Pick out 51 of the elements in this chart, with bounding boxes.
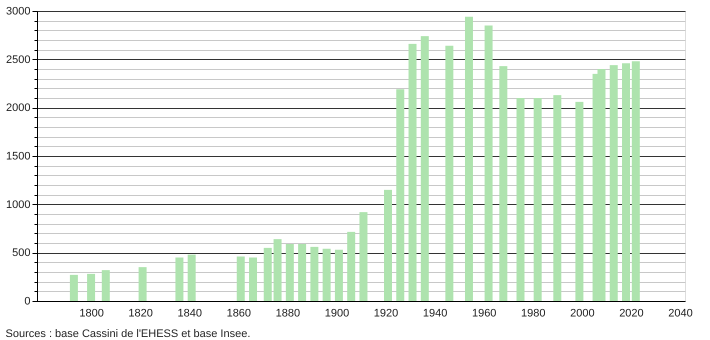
bar [632,61,640,301]
bar [553,95,562,301]
x-tick-label: 1880 [276,308,300,320]
bar [102,270,110,301]
bar [610,65,618,301]
bar [384,190,392,301]
y-tick-label: 3000 [6,6,30,18]
bar [87,274,96,301]
bar [322,248,331,301]
y-tick-label: 2500 [6,54,30,66]
y-tick-label: 1500 [6,150,30,162]
y-tick-label: 2000 [6,102,30,114]
bar [359,212,368,301]
y-tick-label: 500 [12,247,30,260]
x-tick-label: 1920 [374,308,398,320]
bar [396,89,404,301]
x-tick-label: 1800 [79,308,104,320]
bar [310,246,318,301]
bar [286,244,294,301]
bar [408,44,417,301]
x-tick-label: 1820 [128,308,153,320]
bar [70,274,78,301]
source-note: Sources : base Cassini de l'EHESS et base Insee. [6,328,250,340]
x-tick-label: 2040 [668,308,693,320]
x-tick-label: 1900 [324,308,350,320]
y-tick-label: 0 [24,296,30,308]
bar [445,46,454,301]
x-tick-label: 1980 [521,308,546,320]
y-tick-label: 1000 [6,198,30,211]
bar [334,250,343,301]
bar [138,267,147,301]
bar [236,256,245,301]
x-tick-label: 1840 [177,308,202,320]
bar [175,258,184,301]
bar [622,63,630,301]
bar [534,98,542,301]
bar [420,36,429,301]
bar [249,258,258,301]
x-tick-label: 2020 [619,308,644,320]
bar [347,232,356,301]
bar [484,26,493,301]
x-tick-label: 2000 [570,308,595,320]
bar [298,244,306,301]
x-tick-label: 1860 [226,308,252,320]
bar [464,16,473,301]
bar [499,66,508,301]
x-tick-label: 1940 [422,308,448,320]
bar [188,254,196,301]
bar [575,102,584,301]
bar [516,98,524,301]
x-tick-label: 1960 [472,308,496,320]
